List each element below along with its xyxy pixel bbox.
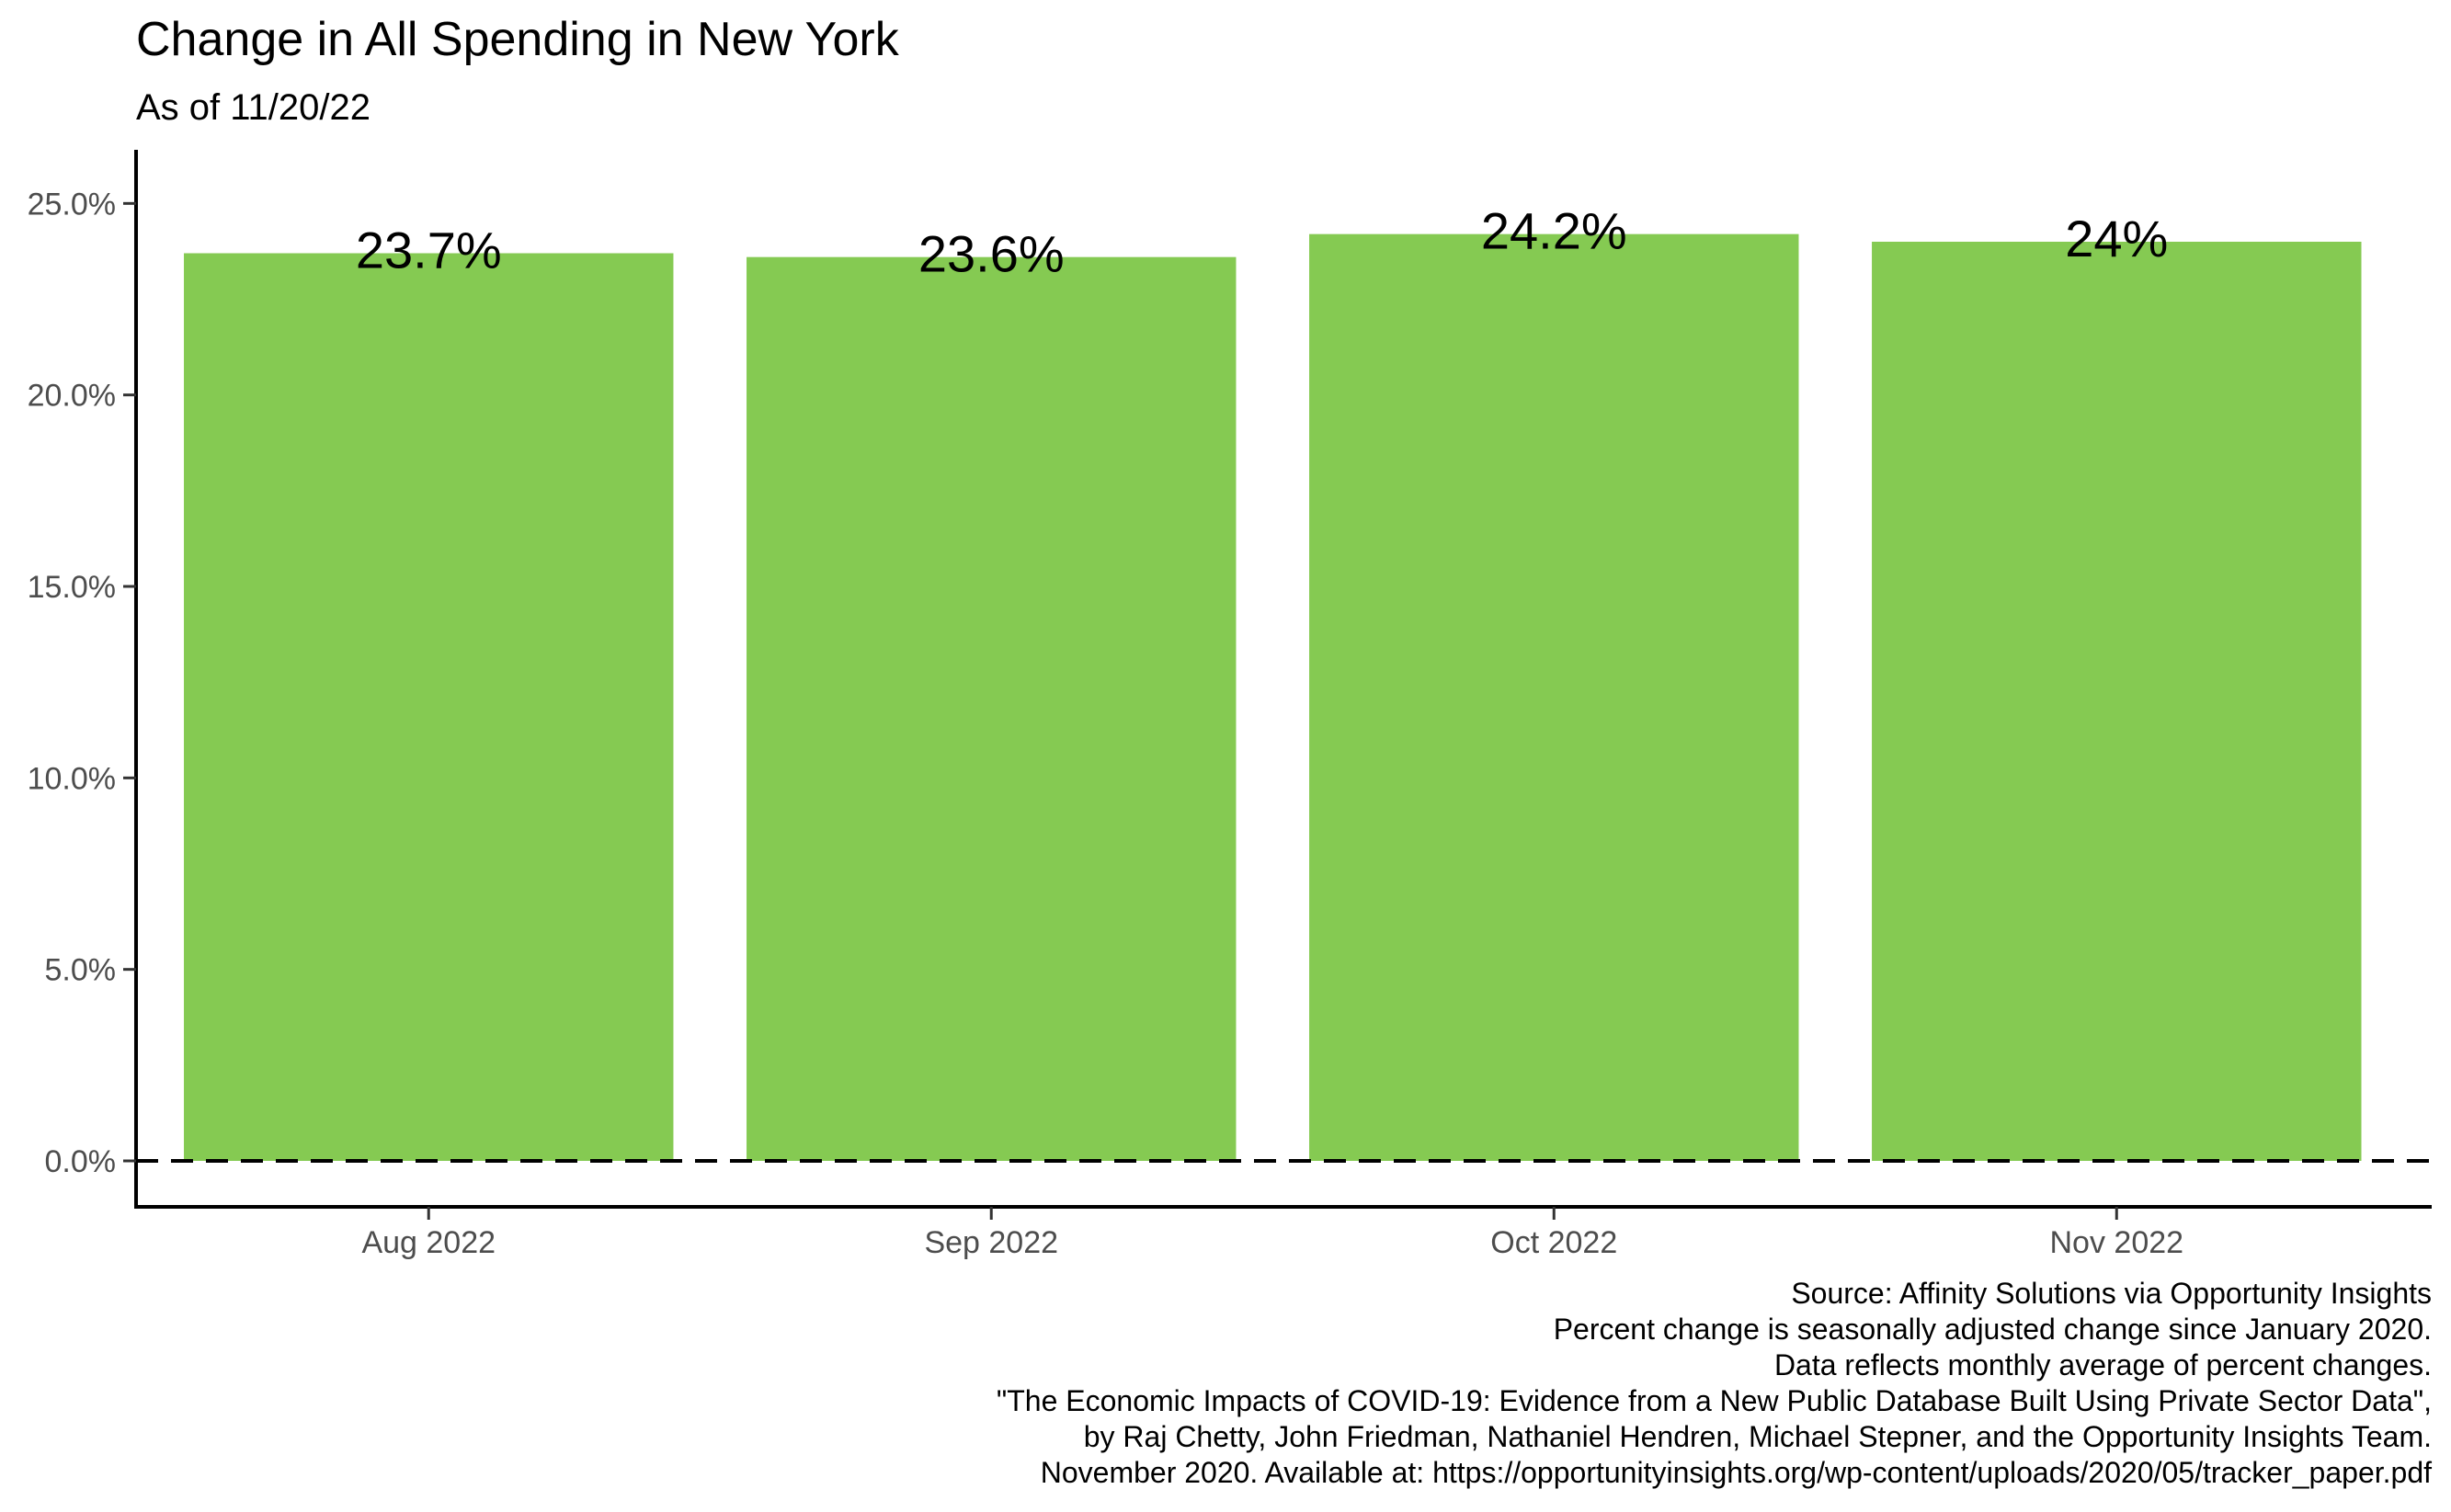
x-tick-label: Sep 2022 xyxy=(924,1225,1058,1260)
x-axis: Aug 2022 Sep 2022 Oct 2022 Nov 2022 xyxy=(361,1207,2183,1260)
bars xyxy=(184,233,2362,1162)
chart-subtitle: As of 11/20/22 xyxy=(136,87,370,128)
caption-line: Percent change is seasonally adjusted ch… xyxy=(1554,1313,2432,1346)
y-tick-label: 5.0% xyxy=(45,953,117,988)
bar xyxy=(1309,233,1799,1161)
data-label: 23.6% xyxy=(918,225,1065,283)
bar xyxy=(747,256,1237,1162)
x-tick-label: Nov 2022 xyxy=(2050,1225,2184,1260)
y-tick-label: 0.0% xyxy=(45,1144,117,1179)
data-label: 23.7% xyxy=(356,222,502,279)
caption-line: by Raj Chetty, John Friedman, Nathaniel … xyxy=(1084,1420,2432,1453)
data-labels: 23.7% 23.6% 24.2% 24% xyxy=(356,202,2168,283)
y-tick-label: 25.0% xyxy=(28,187,116,222)
caption-line: "The Economic Impacts of COVID-19: Evide… xyxy=(997,1384,2432,1417)
bar xyxy=(1872,242,2362,1161)
caption-line: November 2020. Available at: https://opp… xyxy=(1041,1456,2432,1489)
caption: Source: Affinity Solutions via Opportuni… xyxy=(997,1277,2432,1489)
data-label: 24% xyxy=(2065,210,2168,267)
y-tick-label: 10.0% xyxy=(28,761,116,796)
y-tick-label: 15.0% xyxy=(28,570,116,605)
y-axis: 0.0% 5.0% 10.0% 15.0% 20.0% 25.0% xyxy=(28,187,136,1179)
chart-title: Change in All Spending in New York xyxy=(136,13,900,66)
caption-line: Source: Affinity Solutions via Opportuni… xyxy=(1791,1277,2432,1310)
x-tick-label: Oct 2022 xyxy=(1490,1225,1617,1260)
bar xyxy=(184,253,674,1161)
caption-line: Data reflects monthly average of percent… xyxy=(1774,1348,2432,1381)
x-tick-label: Aug 2022 xyxy=(361,1225,496,1260)
y-tick-label: 20.0% xyxy=(28,379,116,414)
data-label: 24.2% xyxy=(1481,202,1627,260)
